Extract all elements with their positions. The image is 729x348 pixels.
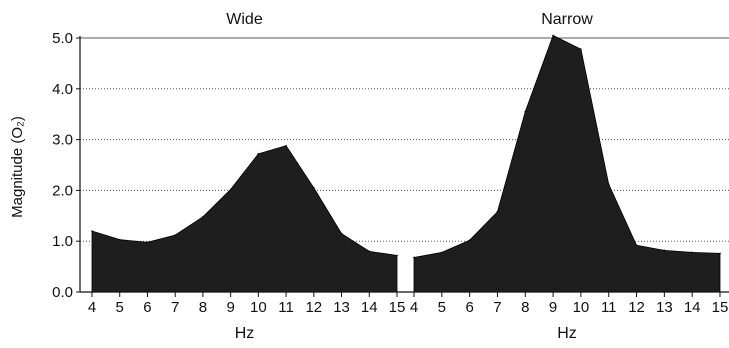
x-tick-label: 15 xyxy=(712,299,729,316)
x-tick-label: 9 xyxy=(226,299,234,316)
x-tick-label: 7 xyxy=(493,299,501,316)
x-tick-label: 14 xyxy=(684,299,701,316)
data-point xyxy=(607,183,610,186)
data-point xyxy=(552,34,554,37)
data-point xyxy=(368,250,371,253)
data-point xyxy=(285,144,287,147)
data-point xyxy=(396,254,398,257)
x-tick-label: 7 xyxy=(171,299,179,316)
x-tick-label: 10 xyxy=(250,299,267,316)
data-point xyxy=(118,238,121,241)
x-tick-label: 10 xyxy=(573,299,590,316)
data-point xyxy=(313,187,315,189)
x-tick-label: 15 xyxy=(389,299,406,316)
x-axis-label: Hz xyxy=(557,325,577,342)
panel-title: Narrow xyxy=(541,11,593,28)
x-tick-label: 9 xyxy=(549,299,557,316)
data-point xyxy=(468,239,471,241)
x-tick-label: 4 xyxy=(410,299,418,316)
x-tick-label: 12 xyxy=(305,299,322,316)
data-point xyxy=(691,251,693,254)
x-tick-label: 8 xyxy=(199,299,207,316)
x-tick-label: 5 xyxy=(438,299,446,316)
panel-title: Wide xyxy=(226,11,263,28)
axis-layer xyxy=(76,36,729,297)
x-tick-label: 12 xyxy=(628,299,645,316)
y-tick-label: 0.0 xyxy=(52,284,73,301)
x-tick-label: 4 xyxy=(88,299,96,316)
area-series-0 xyxy=(91,145,398,293)
x-tick-label: 5 xyxy=(116,299,124,316)
area-layer xyxy=(91,34,721,293)
data-point xyxy=(146,241,149,244)
x-tick-label: 11 xyxy=(278,299,294,316)
data-point xyxy=(441,251,443,254)
x-tick-label: 8 xyxy=(521,299,529,316)
label-layer: 0.0 1.0 2.0 3.0 4.0 5.0 4 5 6 7 8 9 10 11 12 13 14 15 Wide… xyxy=(52,11,728,342)
data-point xyxy=(635,244,638,247)
y-tick-label: 2.0 xyxy=(52,182,73,199)
data-point xyxy=(257,153,260,155)
x-tick-label: 13 xyxy=(656,299,673,316)
x-axis-label: Hz xyxy=(235,325,255,342)
data-point xyxy=(496,210,499,213)
data-point xyxy=(91,230,93,232)
data-point xyxy=(229,188,232,191)
grid-layer xyxy=(80,37,729,242)
data-point xyxy=(174,234,176,236)
x-tick-label: 6 xyxy=(143,299,151,316)
y-tick-label: 5.0 xyxy=(52,30,73,47)
y-tick-label: 4.0 xyxy=(52,81,73,98)
data-point xyxy=(663,249,666,252)
y-tick-label: 1.0 xyxy=(52,233,73,250)
data-point xyxy=(413,256,415,259)
data-point xyxy=(524,110,527,113)
y-tick-label: 3.0 xyxy=(52,132,73,149)
data-point xyxy=(719,252,721,255)
data-point xyxy=(580,48,582,50)
x-tick-label: 13 xyxy=(333,299,350,316)
x-tick-label: 6 xyxy=(465,299,473,316)
y-axis-label: Magnitude (O₂) xyxy=(9,116,26,218)
x-tick-label: 11 xyxy=(601,299,617,316)
data-point xyxy=(340,232,343,235)
area-series-1 xyxy=(413,34,721,293)
data-point xyxy=(202,216,204,218)
x-tick-label: 14 xyxy=(361,299,378,316)
